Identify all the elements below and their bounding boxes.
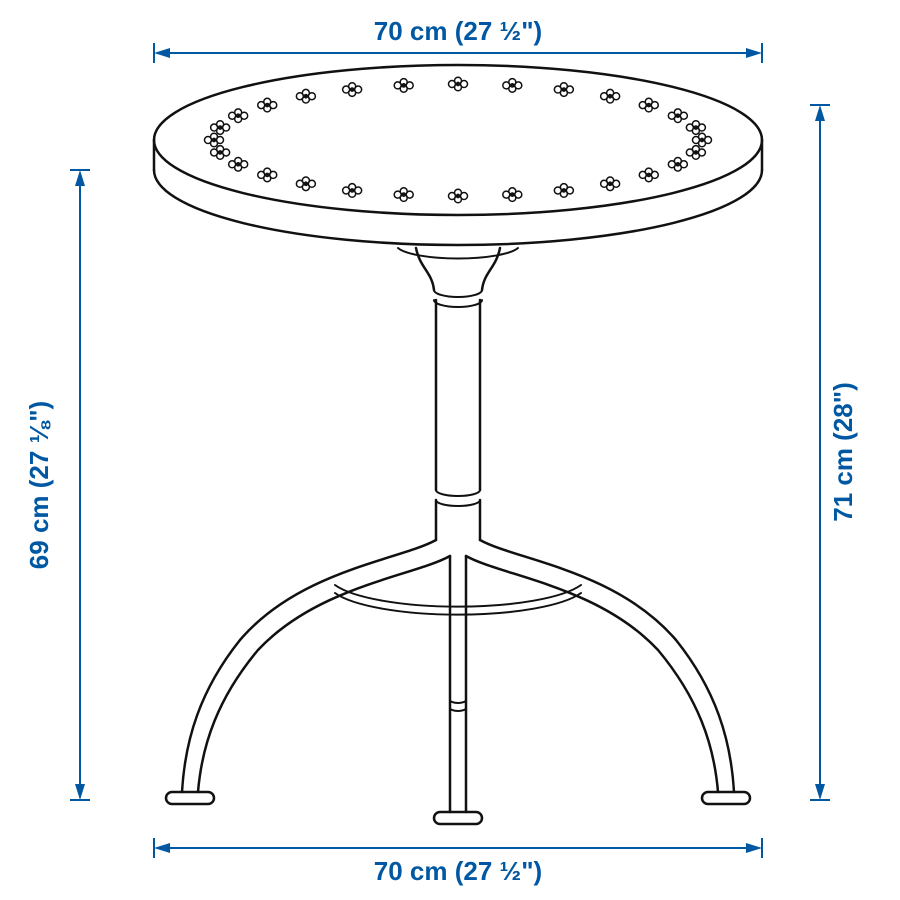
leg-center-ring — [450, 700, 466, 703]
table-illustration — [154, 65, 762, 824]
tabletop-hole-pattern — [205, 77, 712, 203]
leg-center-foot — [434, 812, 482, 824]
leg-center-ring-2 — [450, 708, 466, 711]
leg-right-inner — [466, 556, 718, 792]
column-ring-mid — [436, 490, 480, 496]
leg-right-foot — [702, 792, 750, 804]
column-flare-right — [482, 248, 500, 290]
column-ring-mid-2 — [436, 500, 480, 506]
tabletop-surface — [154, 65, 762, 215]
brace-ring-front-2 — [335, 593, 581, 615]
dimension-right-label: 71 cm (28") — [828, 382, 858, 522]
dimension-left-label: 69 cm (27 ⅛") — [24, 401, 54, 569]
column-ring-top-2 — [434, 300, 482, 307]
leg-left-outer — [182, 540, 436, 792]
leg-right-outer — [480, 540, 734, 792]
tabletop-lower-rim — [154, 170, 762, 245]
dimension-diagram: 70 cm (27 ½") 70 cm (27 ½") 69 cm (27 ⅛") 7… — [0, 0, 900, 900]
column-ring-top — [434, 290, 482, 297]
column-flare-left — [416, 248, 434, 290]
dimension-top-label: 70 cm (27 ½") — [374, 16, 542, 46]
dimension-annotations: 70 cm (27 ½") 70 cm (27 ½") 69 cm (27 ⅛") 7… — [24, 16, 858, 886]
leg-left-foot — [166, 792, 214, 804]
dimension-bottom-label: 70 cm (27 ½") — [374, 856, 542, 886]
leg-left-inner — [198, 556, 450, 792]
brace-ring-front — [335, 585, 581, 607]
